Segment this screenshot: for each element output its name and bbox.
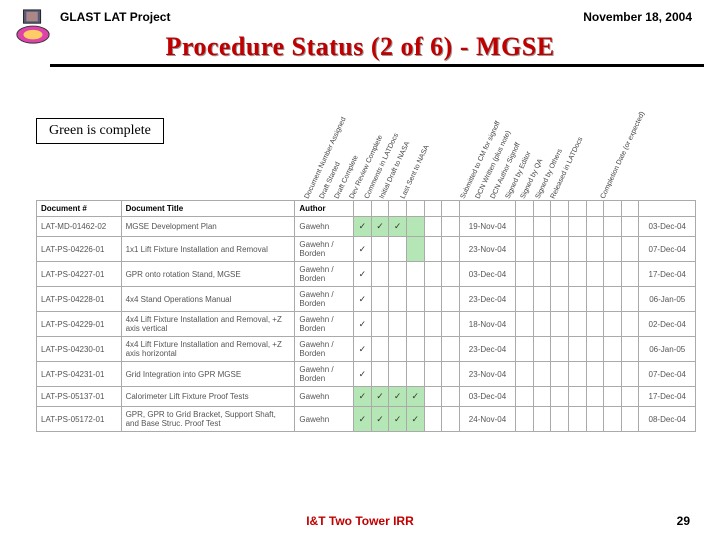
rot-header: DCN Written (plus note) (475, 88, 532, 200)
status-table: Document # Document Title Author LAT-MD-… (36, 200, 696, 432)
rot-header: Completion Date (or expected) (600, 88, 657, 200)
table-row: LAT-PS-04229-014x4 Lift Fixture Installa… (37, 312, 696, 337)
rot-header: Comments in LATDocs (364, 88, 421, 200)
page-number: 29 (677, 514, 690, 528)
rot-header: Signed by Others (535, 88, 592, 200)
col-title: Document Title (121, 201, 295, 217)
rotated-column-headers: Document Number AssignedDraft StartedDra… (306, 106, 686, 200)
table-row: LAT-PS-05137-01Calorimeter Lift Fixture … (37, 387, 696, 407)
legend-box: Green is complete (36, 118, 164, 144)
header-date: November 18, 2004 (583, 10, 692, 24)
rot-header: Draft Started (319, 88, 376, 200)
rot-header: Initial Draft to NASA (379, 88, 436, 200)
rot-header: Signed by Editor (505, 88, 562, 200)
table-header-row: Document # Document Title Author (37, 201, 696, 217)
rot-header: Signed by QA (520, 88, 577, 200)
footer-title: I&T Two Tower IRR (306, 514, 414, 528)
table-row: LAT-PS-04228-014x4 Stand Operations Manu… (37, 287, 696, 312)
col-author: Author (295, 201, 354, 217)
title-rule (50, 64, 704, 67)
table-row: LAT-PS-04226-011x1 Lift Fixture Installa… (37, 237, 696, 262)
glast-logo (14, 8, 52, 46)
table-row: LAT-PS-04227-01GPR onto rotation Stand, … (37, 262, 696, 287)
table-row: LAT-PS-04231-01Grid Integration into GPR… (37, 362, 696, 387)
header: GLAST LAT Project November 18, 2004 (0, 0, 720, 28)
rot-header: Released in LATDocs (550, 88, 607, 200)
table-row: LAT-PS-05172-01GPR, GPR to Grid Bracket,… (37, 407, 696, 432)
page-title: Procedure Status (2 of 6) - MGSE (0, 32, 720, 62)
col-doc: Document # (37, 201, 122, 217)
rot-header: Document Number Assigned (304, 88, 361, 200)
footer: I&T Two Tower IRR 29 (0, 514, 720, 528)
rot-header: DCN Author Signoff (490, 88, 547, 200)
table-row: LAT-PS-04230-014x4 Lift Fixture Installa… (37, 337, 696, 362)
table-row: LAT-MD-01462-02MGSE Development PlanGawe… (37, 217, 696, 237)
rot-header: Submitted to CM for signoff (460, 88, 517, 200)
rot-header: Draft Complete (334, 88, 391, 200)
status-table-wrap: Document # Document Title Author LAT-MD-… (36, 200, 696, 432)
rot-header: Dev Review Complete (349, 88, 406, 200)
project-name: GLAST LAT Project (60, 10, 170, 24)
rot-header: Last Sent to NASA (400, 88, 457, 200)
